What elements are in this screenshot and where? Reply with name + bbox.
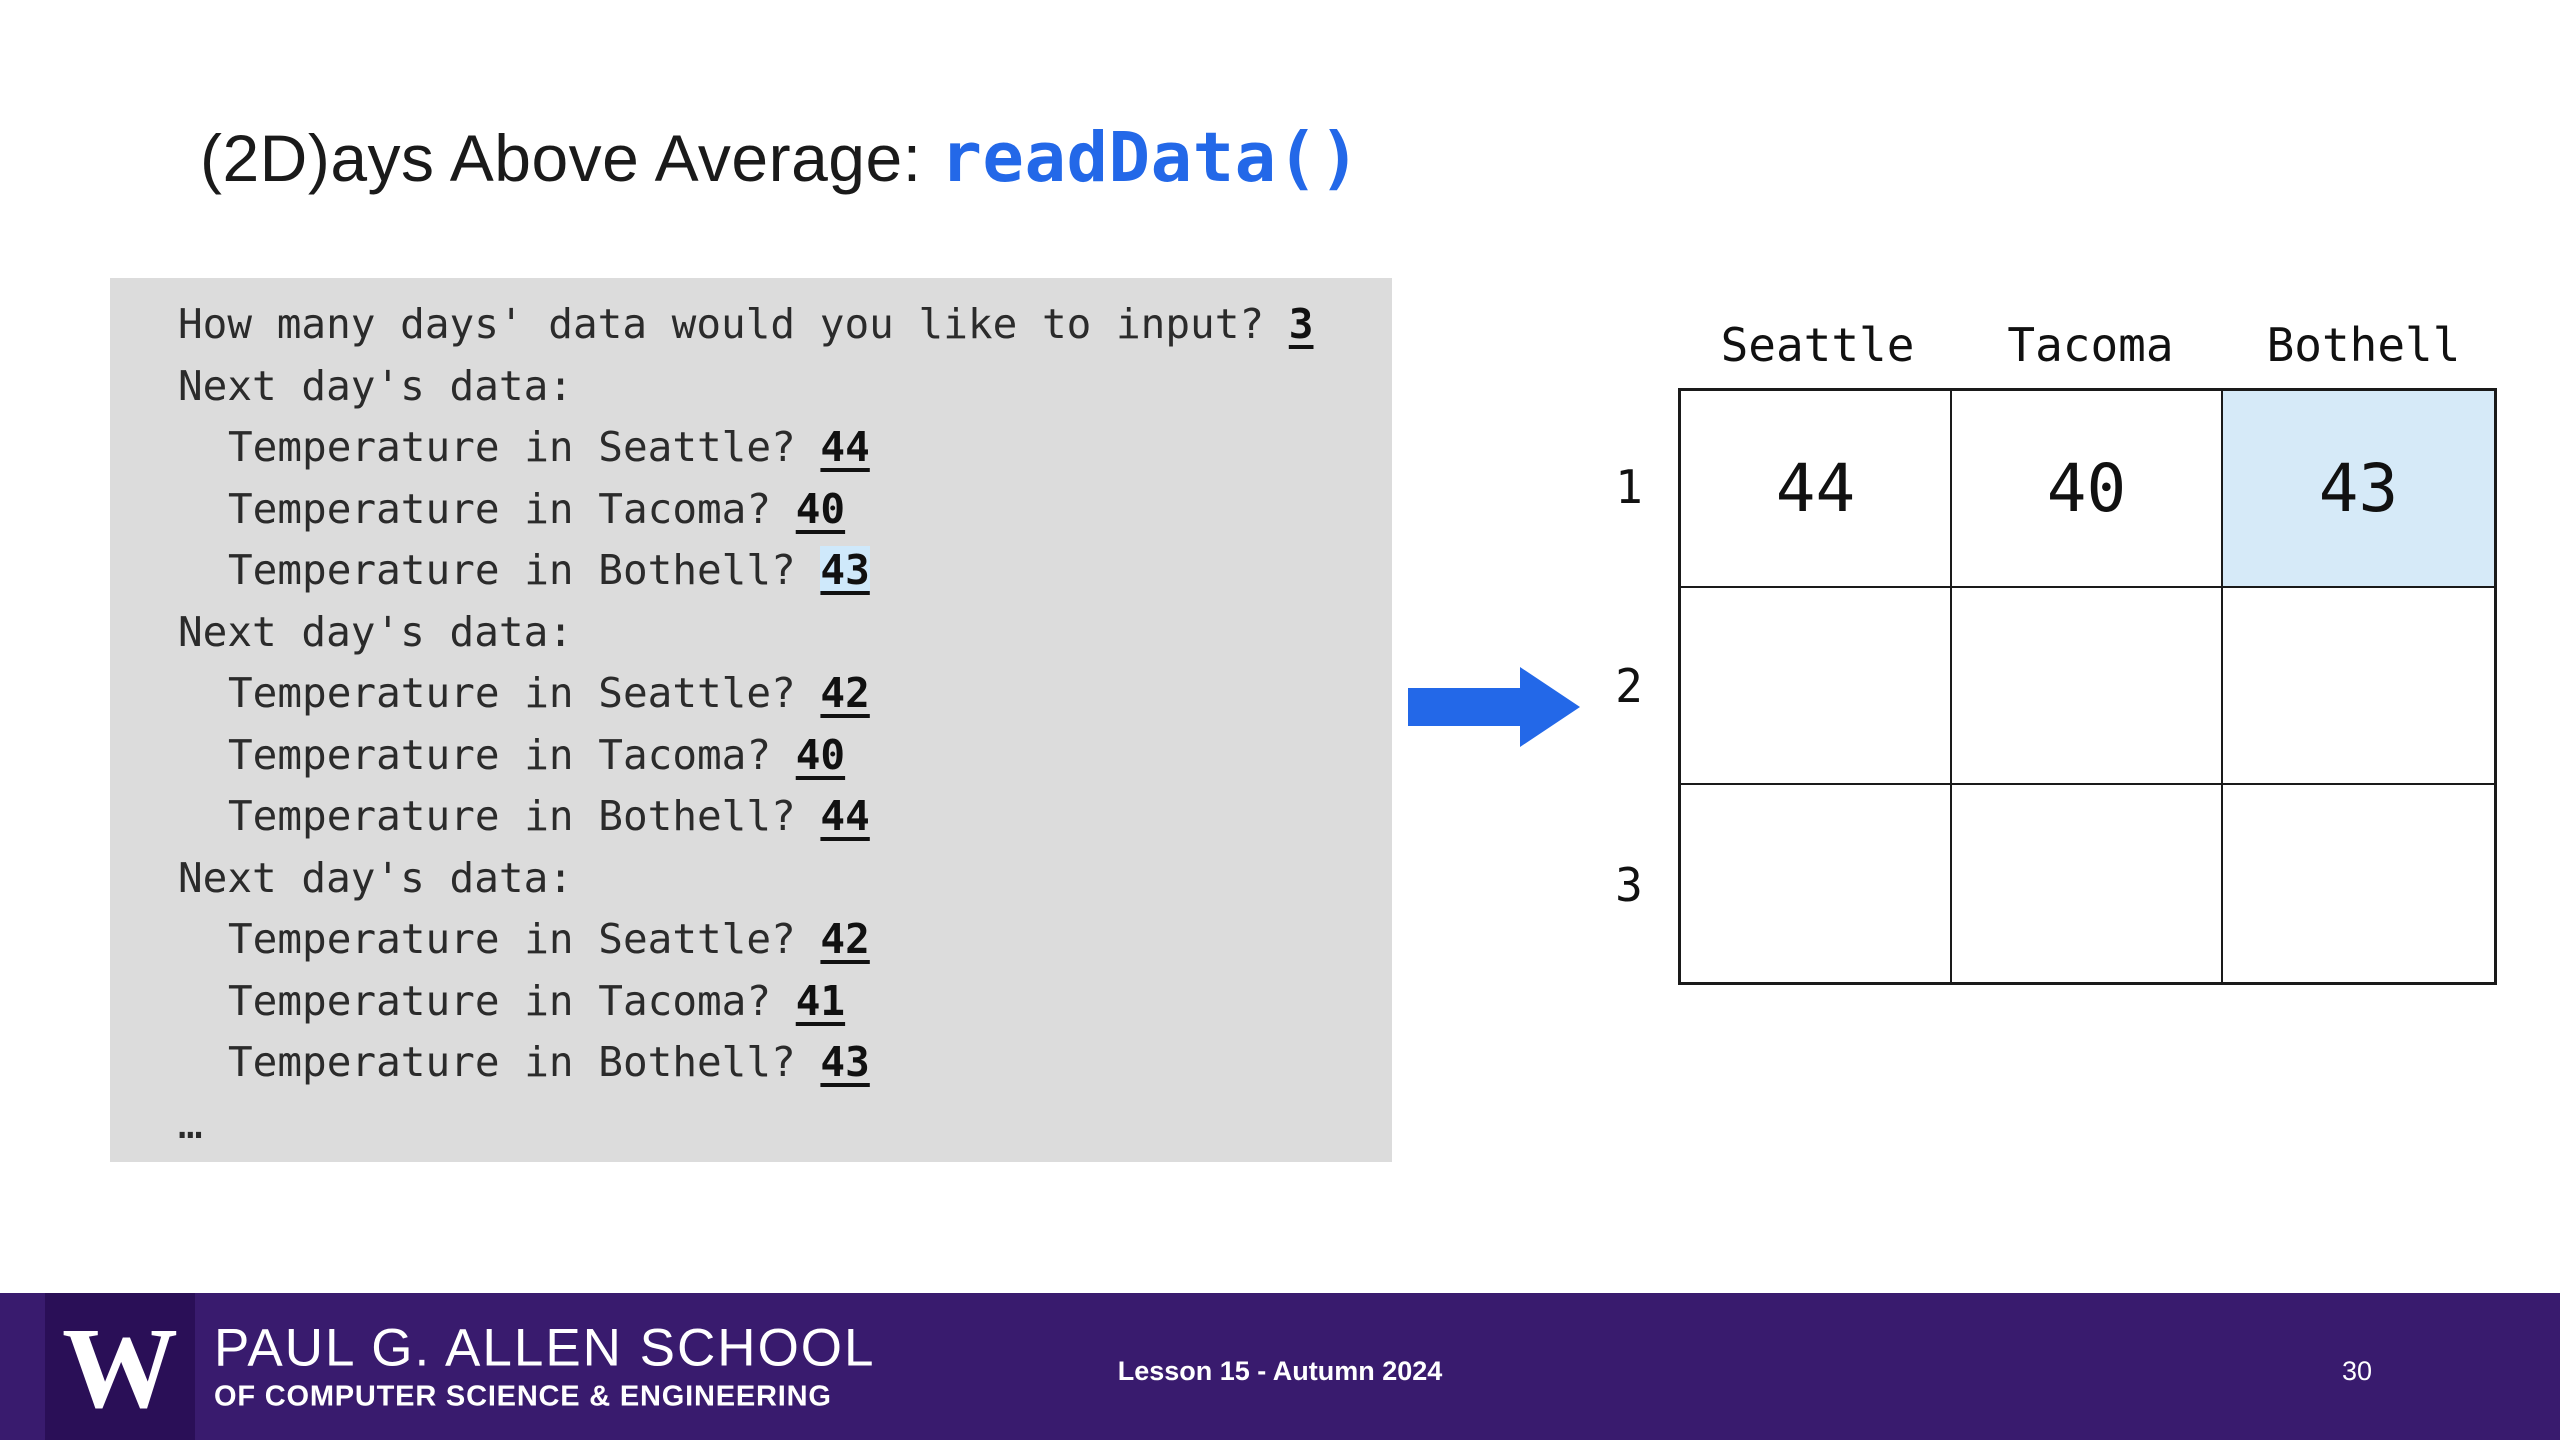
uw-logo: W (45, 1293, 195, 1440)
arrow-right-shape (1408, 667, 1580, 747)
console-input-value-highlighted: 43 (820, 546, 870, 594)
page-number: 30 (2341, 1356, 2372, 1386)
table-cell (1952, 588, 2223, 785)
console-line: … (178, 1094, 1392, 1156)
console-prompt: Next day's data: (178, 361, 573, 410)
table-cell-highlighted: 43 (2223, 391, 2494, 588)
console-line: Temperature in Bothell? 44 (178, 786, 1392, 848)
console-prompt: Temperature in Bothell? (228, 546, 821, 594)
console-line: Temperature in Bothell? 43 (178, 1032, 1392, 1094)
temps-table: Seattle Tacoma Bothell 1 2 3 44 40 43 (1615, 318, 2497, 985)
console-line: Next day's data: (178, 602, 1392, 664)
console-input-value: 44 (820, 423, 870, 471)
console-prompt: Next day's data: (178, 853, 573, 902)
arrow-right-icon (1408, 667, 1580, 747)
console-prompt: Temperature in Bothell? (228, 1038, 821, 1086)
column-headers: Seattle Tacoma Bothell (1681, 318, 2500, 372)
console-prompt: Temperature in Seattle? (228, 423, 821, 471)
table-cell (2223, 588, 2494, 785)
console-input-value: 42 (820, 915, 870, 963)
console-input-value: 3 (1288, 300, 1314, 348)
table-cell (1681, 588, 1952, 785)
row-label-1: 1 (1615, 459, 1643, 514)
slide-title: (2D)ays Above Average: readData() (200, 118, 1361, 198)
console-prompt: Temperature in Seattle? (228, 915, 821, 963)
slide-title-code: readData() (940, 118, 1361, 198)
console-line: How many days' data would you like to in… (178, 294, 1392, 356)
console-line: Temperature in Tacoma? 40 (178, 725, 1392, 787)
table-grid: 44 40 43 (1678, 388, 2497, 985)
console-prompt: Temperature in Tacoma? (228, 730, 796, 779)
console-panel: How many days' data would you like to in… (110, 278, 1392, 1162)
console-input-value: 40 (795, 730, 846, 779)
console-line: Next day's data: (178, 356, 1392, 418)
table-cell: 40 (1952, 391, 2223, 588)
console-line: Temperature in Bothell? 43 (178, 540, 1392, 602)
lesson-label: Lesson 15 - Autumn 2024 (1117, 1356, 1443, 1386)
console-line: Temperature in Tacoma? 40 (178, 479, 1392, 541)
column-header-tacoma: Tacoma (2007, 318, 2174, 372)
console-prompt: Temperature in Tacoma? (228, 976, 796, 1025)
console-line: Next day's data: (178, 848, 1392, 910)
row-label-2: 2 (1615, 658, 1643, 713)
console-prompt: Temperature in Seattle? (228, 669, 821, 717)
console-line: Temperature in Tacoma? 41 (178, 971, 1392, 1033)
console-prompt: Temperature in Tacoma? (228, 484, 796, 533)
table-cell (1952, 785, 2223, 982)
console-input-value: 42 (820, 669, 870, 717)
console-prompt: Next day's data: (178, 607, 573, 656)
console-line: Temperature in Seattle? 42 (178, 663, 1392, 725)
console-line: Temperature in Seattle? 44 (178, 417, 1392, 479)
row-label-3: 3 (1615, 857, 1643, 912)
column-header-seattle: Seattle (1720, 318, 1915, 372)
school-name-block: PAUL G. ALLEN SCHOOL OF COMPUTER SCIENCE… (214, 1320, 876, 1413)
console-prompt: How many days' data would you like to in… (178, 300, 1289, 348)
console-input-value: 41 (795, 976, 846, 1025)
console-prompt: Temperature in Bothell? (228, 792, 821, 840)
uw-logo-w-icon: W (62, 1304, 178, 1433)
table-cell: 44 (1681, 391, 1952, 588)
console-input-value: 43 (820, 1038, 870, 1086)
school-subtitle: OF COMPUTER SCIENCE & ENGINEERING (214, 1380, 832, 1413)
column-header-bothell: Bothell (2266, 318, 2461, 372)
school-name: PAUL G. ALLEN SCHOOL (214, 1317, 876, 1377)
slide-title-text: (2D)ays Above Average: (200, 121, 941, 195)
table-cell (2223, 785, 2494, 982)
footer-bar: W PAUL G. ALLEN SCHOOL OF COMPUTER SCIEN… (0, 1293, 2560, 1440)
console-input-value: 44 (820, 792, 870, 840)
table-cell (1681, 785, 1952, 982)
console-input-value: 40 (795, 484, 846, 533)
console-line: Temperature in Seattle? 42 (178, 909, 1392, 971)
console-ellipsis: … (178, 1099, 203, 1148)
